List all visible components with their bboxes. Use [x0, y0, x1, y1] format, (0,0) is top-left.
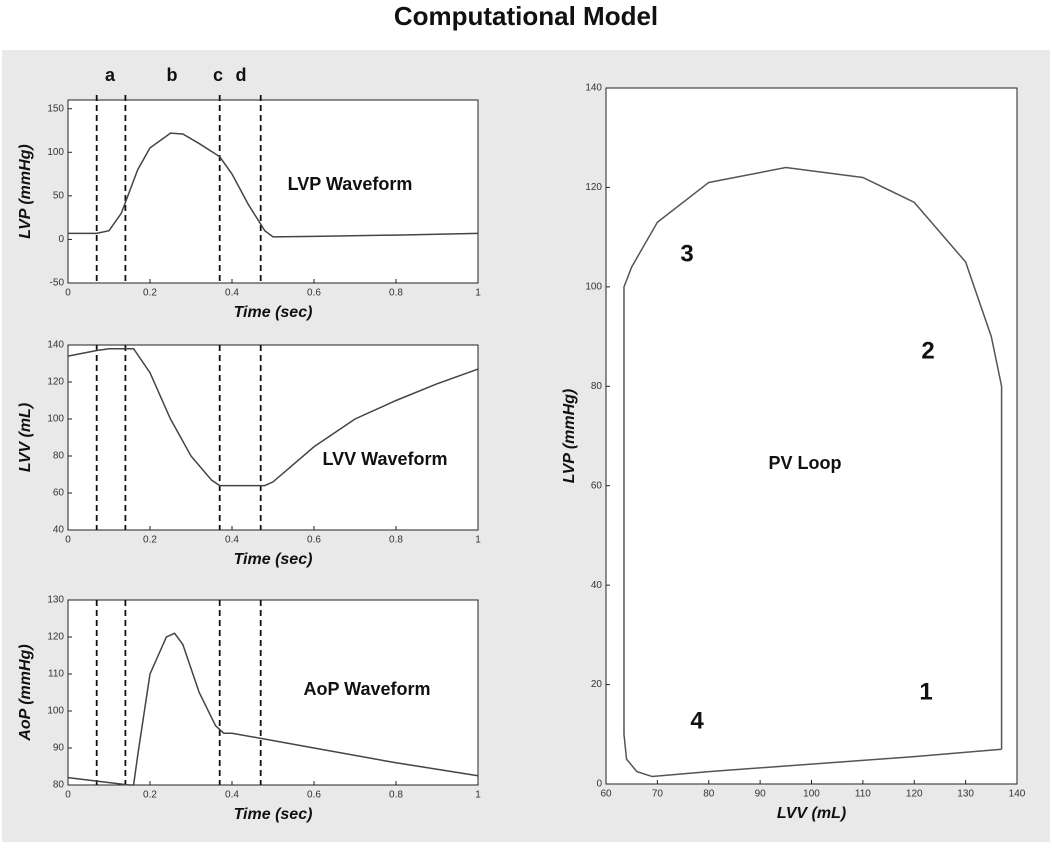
annotation: AoP Waveform [303, 679, 430, 699]
y-tick-label: 90 [53, 743, 65, 754]
y-tick-label: 140 [585, 83, 602, 94]
x-tick-label: 1 [475, 288, 481, 299]
y-tick-label: 50 [53, 190, 65, 201]
x-tick-label: 0.4 [225, 790, 239, 801]
x-tick-label: 0 [65, 288, 71, 299]
x-tick-label: 110 [855, 789, 871, 800]
plot-area [67, 599, 479, 786]
x-tick-label: 90 [755, 789, 767, 800]
x-tick-label: 1 [475, 790, 481, 801]
x-tick-label: 0.8 [389, 790, 403, 801]
annotation: a [105, 65, 116, 85]
x-tick-label: 70 [652, 789, 664, 800]
y-tick-label: 60 [591, 480, 603, 491]
x-tick-label: 120 [906, 789, 923, 800]
x-tick-label: 140 [1009, 789, 1026, 800]
y-tick-label: 150 [47, 103, 64, 114]
y-axis-label: LVP (mmHg) [17, 144, 34, 239]
y-tick-label: 40 [53, 525, 65, 536]
y-tick-label: 0 [596, 779, 602, 790]
y-tick-label: 100 [585, 281, 602, 292]
y-tick-label: 80 [53, 780, 65, 791]
y-tick-label: 110 [48, 669, 64, 680]
x-tick-label: 0.4 [225, 288, 239, 299]
annotation: 2 [921, 337, 934, 364]
y-tick-label: 80 [591, 381, 603, 392]
annotation: LVV Waveform [322, 449, 447, 469]
data-line [67, 632, 479, 786]
x-tick-label: 1 [475, 535, 481, 546]
x-tick-label: 0.6 [307, 288, 321, 299]
x-tick-label: 0.2 [143, 288, 157, 299]
y-tick-label: 120 [47, 377, 64, 388]
data-line [68, 132, 479, 238]
y-tick-label: 100 [47, 706, 64, 717]
y-tick-label: 120 [585, 182, 602, 193]
x-tick-label: 80 [703, 789, 715, 800]
y-tick-label: 130 [47, 595, 64, 606]
y-tick-label: 100 [47, 147, 64, 158]
x-axis-label: Time (sec) [234, 806, 313, 823]
plot-area [67, 99, 479, 284]
annotation: 1 [919, 678, 932, 705]
y-tick-label: 40 [591, 580, 603, 591]
x-tick-label: 0.6 [307, 535, 321, 546]
x-tick-label: 0 [65, 535, 71, 546]
annotation: d [236, 65, 247, 85]
y-tick-label: 80 [53, 451, 65, 462]
annotation: b [167, 65, 178, 85]
x-tick-label: 130 [957, 789, 974, 800]
y-axis-label: AoP (mmHg) [17, 644, 34, 741]
y-tick-label: 20 [591, 679, 603, 690]
y-tick-label: -50 [50, 278, 65, 289]
y-tick-label: 0 [58, 234, 64, 245]
x-tick-label: 0.2 [143, 790, 157, 801]
x-axis-label: Time (sec) [234, 551, 313, 568]
x-tick-label: 60 [600, 789, 612, 800]
annotation: 3 [680, 240, 693, 267]
y-tick-label: 100 [47, 414, 64, 425]
annotation: c [213, 65, 223, 85]
page-title: Computational Model [394, 1, 658, 31]
y-axis-label: LVP (mmHg) [561, 389, 578, 484]
x-axis-label: LVV (mL) [777, 805, 846, 822]
y-tick-label: 120 [47, 632, 64, 643]
annotation: PV Loop [769, 453, 842, 473]
y-tick-label: 140 [47, 340, 64, 351]
x-tick-label: 0.6 [307, 790, 321, 801]
x-tick-label: 0.4 [225, 535, 239, 546]
x-tick-label: 0.2 [143, 535, 157, 546]
plot-area [605, 87, 1018, 785]
y-axis-label: LVV (mL) [17, 403, 34, 472]
x-tick-label: 0 [65, 790, 71, 801]
annotation: 4 [690, 707, 704, 734]
x-tick-label: 0.8 [389, 535, 403, 546]
x-tick-label: 100 [803, 789, 820, 800]
data-line [67, 347, 479, 487]
x-tick-label: 0.8 [389, 288, 403, 299]
y-tick-label: 60 [53, 488, 65, 499]
x-axis-label: Time (sec) [234, 304, 313, 321]
annotation: LVP Waveform [288, 174, 413, 194]
plot-area [67, 344, 479, 531]
data-line [623, 166, 1003, 778]
